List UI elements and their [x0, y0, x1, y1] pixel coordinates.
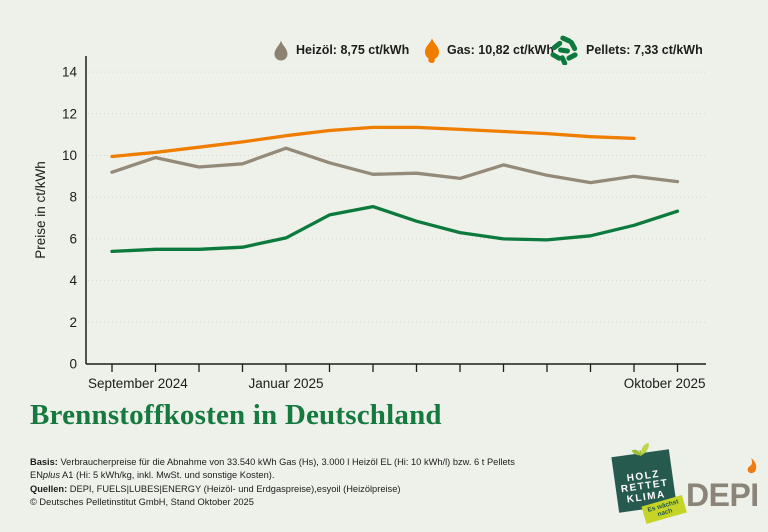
oil-drop-icon	[274, 39, 288, 61]
quellen-label: Quellen:	[30, 483, 68, 494]
basis-label: Basis:	[30, 457, 58, 467]
y-tick-label: 6	[69, 231, 77, 246]
quellen-note: Quellen: DEPI, FUELS|LUBES|ENERGY (Heizö…	[30, 483, 401, 508]
depi-wordmark: DEPI	[686, 477, 759, 513]
footnote-block: Basis: Verbraucherpreise für die Abnahme…	[30, 456, 605, 510]
y-tick-label: 12	[62, 106, 77, 121]
holz-rettet-klima-logo: HOLZ RETTET KLIMA Es wächst nach	[611, 442, 687, 524]
flame-icon	[425, 37, 439, 63]
y-tick-label: 10	[62, 148, 77, 163]
pellets-icon	[550, 35, 578, 65]
legend-item-heizoel: Heizöl: 8,75 ct/kWh	[272, 34, 409, 66]
gas-line	[110, 125, 636, 159]
y-tick-label: 8	[69, 190, 77, 205]
chart-legend: Heizöl: 8,75 ct/kWh Gas: 10,82 ct/kWh	[0, 34, 768, 66]
x-axis-label: September 2024	[88, 376, 188, 391]
y-tick-label: 14	[62, 65, 78, 80]
price-chart: 0 2 4 6 8 10 12 14 September 2024 Januar 2025 Okto…	[33, 56, 706, 391]
basis-note: Basis: Verbraucherpreise für die Abnahme…	[30, 457, 515, 481]
copyright-line: © Deutsches Pelletinstitut GmbH, Stand O…	[30, 497, 254, 508]
page-title: Brennstoffkosten in Deutschland	[30, 399, 442, 431]
y-tick-label: 0	[69, 357, 77, 372]
y-axis-title: Preise in ct/kWh	[33, 161, 48, 259]
y-tick-label: 2	[69, 315, 77, 330]
y-tick-label: 4	[69, 273, 77, 288]
heizoel-line	[110, 146, 680, 185]
x-axis-label: Oktober 2025	[624, 376, 706, 391]
legend-label-gas: Gas: 10,82 ct/kWh	[447, 43, 554, 57]
legend-label-pellets: Pellets: 7,33 ct/kWh	[586, 43, 703, 57]
legend-item-gas: Gas: 10,82 ct/kWh	[423, 34, 554, 66]
pellets-line	[110, 204, 680, 254]
depi-logo: DEPI	[686, 458, 764, 513]
depi-flame-icon	[747, 458, 757, 474]
legend-item-pellets: Pellets: 7,33 ct/kWh	[550, 34, 703, 66]
leaf-icon	[631, 442, 649, 457]
x-axis-label: Januar 2025	[248, 376, 323, 391]
legend-label-heizoel: Heizöl: 8,75 ct/kWh	[296, 43, 410, 57]
